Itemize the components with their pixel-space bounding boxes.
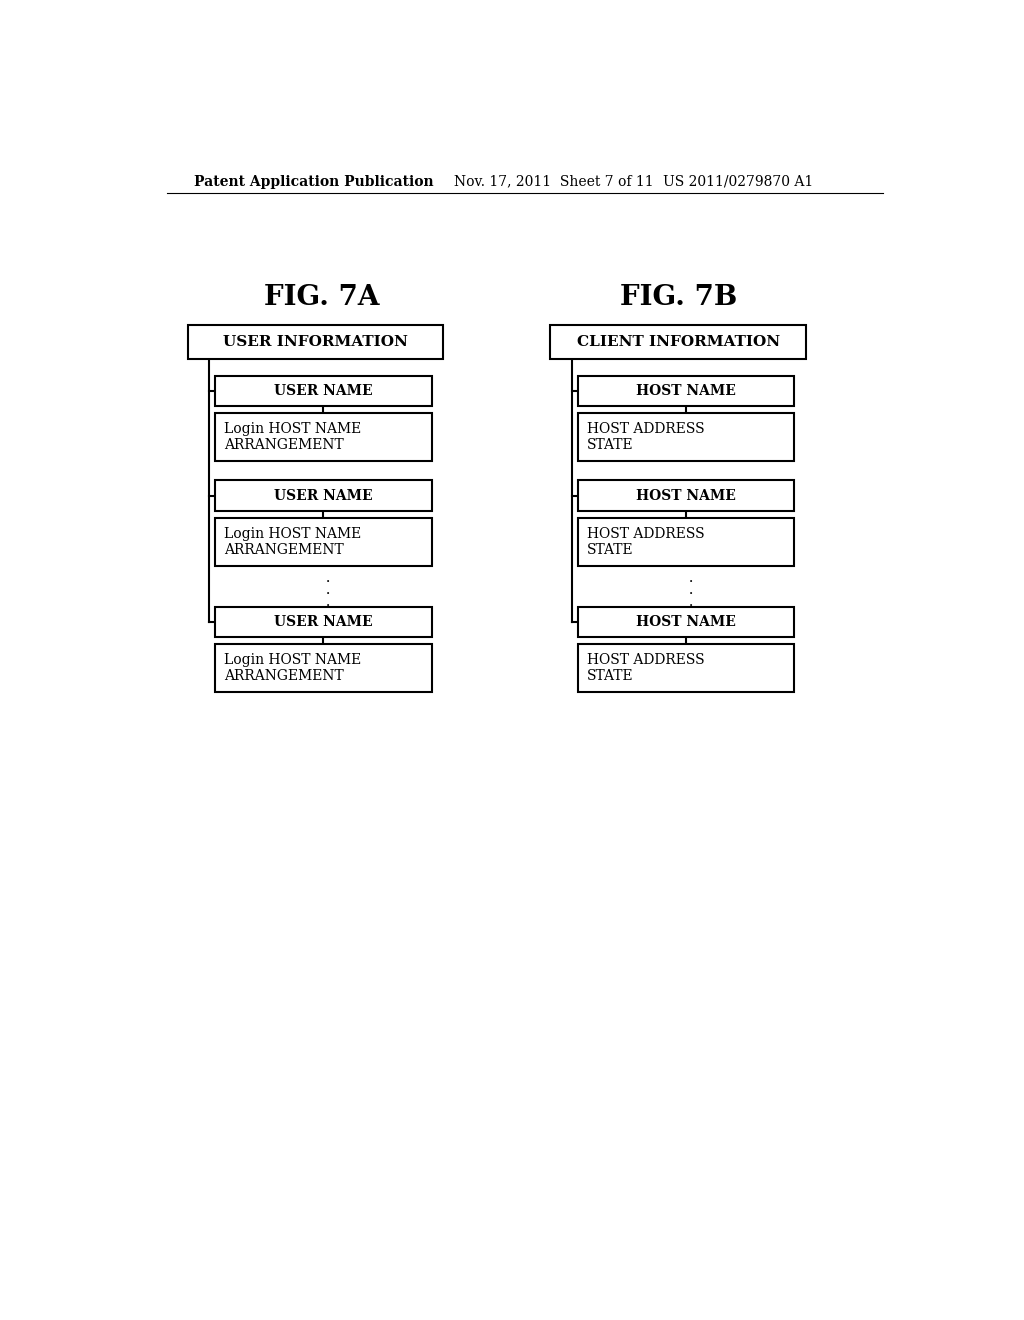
FancyBboxPatch shape [578, 480, 795, 511]
FancyBboxPatch shape [187, 325, 443, 359]
Text: Login HOST NAME
ARRANGEMENT: Login HOST NAME ARRANGEMENT [224, 653, 361, 684]
FancyBboxPatch shape [578, 413, 795, 461]
Text: HOST ADDRESS
STATE: HOST ADDRESS STATE [587, 527, 705, 557]
Text: ·
  ·
  ·: · · · [316, 576, 331, 612]
FancyBboxPatch shape [578, 644, 795, 692]
Text: USER INFORMATION: USER INFORMATION [223, 335, 408, 348]
Text: ·
  ·
  ·: · · · [679, 576, 693, 612]
FancyBboxPatch shape [215, 480, 432, 511]
Text: Login HOST NAME
ARRANGEMENT: Login HOST NAME ARRANGEMENT [224, 527, 361, 557]
FancyBboxPatch shape [215, 376, 432, 407]
Text: HOST NAME: HOST NAME [636, 384, 736, 397]
Text: HOST NAME: HOST NAME [636, 488, 736, 503]
Text: Patent Application Publication: Patent Application Publication [194, 174, 433, 189]
Text: FIG. 7A: FIG. 7A [264, 284, 380, 310]
FancyBboxPatch shape [578, 517, 795, 566]
FancyBboxPatch shape [578, 376, 795, 407]
Text: FIG. 7B: FIG. 7B [620, 284, 737, 310]
Text: USER NAME: USER NAME [274, 615, 373, 628]
Text: USER NAME: USER NAME [274, 488, 373, 503]
FancyBboxPatch shape [578, 607, 795, 638]
FancyBboxPatch shape [215, 644, 432, 692]
Text: HOST ADDRESS
STATE: HOST ADDRESS STATE [587, 653, 705, 684]
Text: HOST ADDRESS
STATE: HOST ADDRESS STATE [587, 422, 705, 453]
Text: Login HOST NAME
ARRANGEMENT: Login HOST NAME ARRANGEMENT [224, 422, 361, 453]
Text: Nov. 17, 2011  Sheet 7 of 11: Nov. 17, 2011 Sheet 7 of 11 [454, 174, 653, 189]
Text: HOST NAME: HOST NAME [636, 615, 736, 628]
Text: CLIENT INFORMATION: CLIENT INFORMATION [577, 335, 780, 348]
FancyBboxPatch shape [215, 517, 432, 566]
FancyBboxPatch shape [215, 607, 432, 638]
FancyBboxPatch shape [550, 325, 806, 359]
Text: US 2011/0279870 A1: US 2011/0279870 A1 [663, 174, 813, 189]
Text: USER NAME: USER NAME [274, 384, 373, 397]
FancyBboxPatch shape [215, 413, 432, 461]
